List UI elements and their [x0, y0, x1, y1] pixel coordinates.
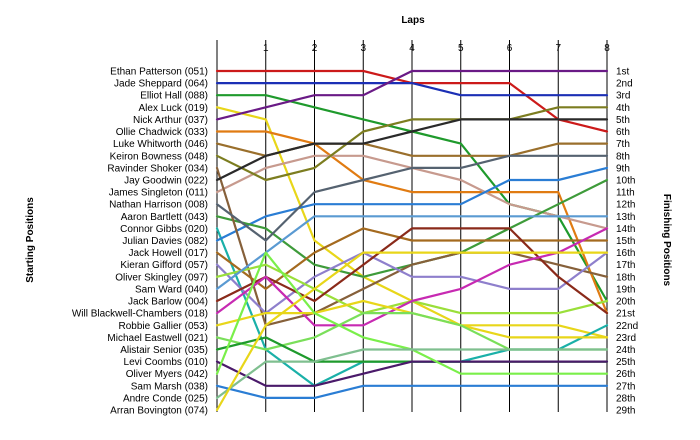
lap-tick-label: 4 — [409, 43, 415, 54]
starting-label: Elliot Hall (088) — [140, 91, 208, 102]
starting-label: Nick Arthur (037) — [133, 115, 208, 126]
series-line-25 — [215, 360, 609, 387]
right-axis-title: Finishing Positions — [661, 194, 672, 287]
starting-labels: Ethan Patterson (051)Jade Sheppard (064)… — [72, 67, 208, 417]
starting-label: Jay Goodwin (022) — [124, 175, 208, 186]
finishing-label: 9th — [616, 163, 630, 174]
series-line-21 — [215, 227, 609, 327]
starting-label: Oliver Myers (042) — [126, 369, 208, 380]
starting-label: Ravinder Shoker (034) — [107, 163, 208, 174]
finishing-label: 24th — [616, 345, 635, 356]
finishing-label: 8th — [616, 151, 630, 162]
starting-label: Robbie Gallier (053) — [119, 321, 209, 332]
starting-label: Arran Bovington (074) — [110, 406, 208, 417]
series-line-14 — [215, 118, 609, 182]
starting-label: Ollie Chadwick (033) — [116, 127, 208, 138]
starting-label: Jack Barlow (004) — [128, 297, 208, 308]
starting-label: James Singleton (011) — [109, 188, 208, 199]
finishing-label: 7th — [616, 139, 630, 150]
series-line-20 — [215, 227, 609, 315]
series-line-2 — [215, 81, 609, 97]
finishing-label: 28th — [616, 393, 635, 404]
starting-label: Nathan Harrison (008) — [109, 200, 208, 211]
lap-tick-labels: 1 2 3 4 5 6 7 8 — [263, 43, 610, 54]
finishing-label: 14th — [616, 224, 635, 235]
finishing-label: 11th — [616, 188, 635, 199]
finishing-label: 29th — [616, 406, 635, 417]
finishing-label: 6th — [616, 127, 630, 138]
series-line-15 — [215, 154, 609, 242]
starting-label: Kieran Gifford (057) — [120, 260, 208, 271]
finishing-labels: 1st2nd3rd4th5th6th7th8th9th10th11th12th1… — [616, 67, 638, 417]
finishing-label: 17th — [616, 260, 635, 271]
top-axis-title: Laps — [401, 15, 425, 26]
starting-label: Luke Whitworth (046) — [113, 139, 208, 150]
finishing-label: 4th — [616, 103, 630, 114]
finishing-label: 18th — [616, 272, 635, 283]
series-line-17 — [215, 251, 609, 315]
lap-tick-label: 3 — [360, 43, 366, 54]
starting-label: Jade Sheppard (064) — [114, 79, 208, 90]
starting-label: Jack Howell (017) — [129, 248, 208, 259]
starting-label: Andre Conde (025) — [123, 393, 208, 404]
finishing-label: 20th — [616, 297, 635, 308]
series-line-9 — [215, 166, 609, 242]
lap-tick-label: 6 — [507, 43, 513, 54]
lap-tick-label: 2 — [312, 43, 318, 54]
series-line-12 — [215, 106, 609, 182]
starting-label: Ethan Patterson (051) — [110, 67, 208, 78]
finishing-label: 16th — [616, 248, 635, 259]
finishing-label: 23rd — [616, 333, 636, 344]
starting-label: Oliver Skingley (097) — [115, 272, 208, 283]
lap-tick-label: 1 — [263, 43, 269, 54]
finishing-label: 12th — [616, 200, 635, 211]
grid-lines — [216, 40, 608, 412]
starting-label: Keiron Bowness (048) — [110, 151, 208, 162]
series-line-27 — [215, 384, 609, 399]
starting-label: Alistair Senior (035) — [120, 345, 208, 356]
finishing-label: 5th — [616, 115, 630, 126]
finishing-label: 21st — [616, 309, 635, 320]
starting-label: Michael Eastwell (021) — [107, 333, 208, 344]
finishing-label: 26th — [616, 369, 635, 380]
left-axis-title: Starting Positions — [25, 197, 36, 283]
finishing-label: 10th — [616, 175, 635, 186]
finishing-label: 15th — [616, 236, 635, 247]
finishing-label: 13th — [616, 212, 635, 223]
lap-tick-label: 7 — [555, 43, 561, 54]
finishing-label: 3rd — [616, 91, 630, 102]
finishing-label: 1st — [616, 67, 630, 78]
starting-label: Connor Gibbs (020) — [120, 224, 208, 235]
series-line-6 — [215, 130, 609, 315]
starting-label: Alex Luck (019) — [139, 103, 208, 114]
series-line-29 — [215, 251, 609, 412]
starting-label: Sam Ward (040) — [135, 284, 208, 295]
series-line-28 — [215, 348, 609, 399]
starting-label: Julian Davies (082) — [122, 236, 208, 247]
series-line-5 — [215, 69, 609, 121]
starting-label: Aaron Bartlett (043) — [121, 212, 208, 223]
series-line-16 — [215, 227, 609, 290]
lap-tick-label: 8 — [604, 43, 610, 54]
finishing-label: 25th — [616, 357, 635, 368]
finishing-label: 19th — [616, 284, 635, 295]
finishing-label: 2nd — [616, 79, 633, 90]
finishing-label: 27th — [616, 381, 635, 392]
series-line-19 — [215, 215, 609, 290]
starting-label: Sam Marsh (038) — [131, 381, 208, 392]
lap-tick-label: 5 — [458, 43, 464, 54]
series-lines — [215, 69, 609, 412]
finishing-label: 22nd — [616, 321, 638, 332]
starting-label: Levi Coombs (010) — [124, 357, 208, 368]
starting-label: Will Blackwell-Chambers (018) — [72, 309, 208, 320]
